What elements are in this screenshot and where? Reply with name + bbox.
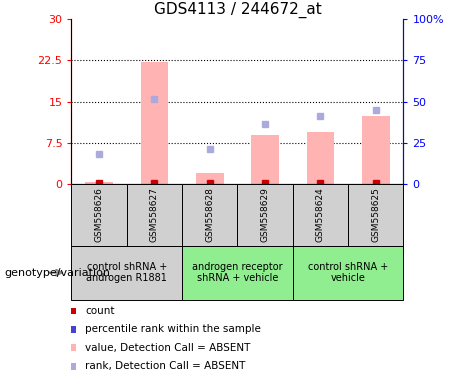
Bar [293,184,348,246]
Bar [71,246,182,300]
Text: GSM558627: GSM558627 [150,188,159,242]
Bar [141,62,168,184]
Bar [293,246,403,300]
Bar [182,246,293,300]
Text: count: count [85,306,115,316]
Title: GDS4113 / 244672_at: GDS4113 / 244672_at [154,2,321,18]
Text: GSM558624: GSM558624 [316,188,325,242]
Text: GSM558629: GSM558629 [260,188,270,242]
Text: value, Detection Call = ABSENT: value, Detection Call = ABSENT [85,343,251,353]
Bar [251,135,279,184]
Text: control shRNA +
androgen R1881: control shRNA + androgen R1881 [86,262,167,283]
Bar [196,173,224,184]
Text: GSM558626: GSM558626 [95,188,104,242]
Bar [362,116,390,184]
Text: genotype/variation: genotype/variation [5,268,111,278]
Bar [85,182,113,184]
Text: androgen receptor
shRNA + vehicle: androgen receptor shRNA + vehicle [192,262,283,283]
Text: GSM558625: GSM558625 [371,188,380,242]
Text: control shRNA +
vehicle: control shRNA + vehicle [308,262,388,283]
Bar [237,184,293,246]
Bar [71,184,127,246]
Bar [182,184,237,246]
Text: rank, Detection Call = ABSENT: rank, Detection Call = ABSENT [85,361,246,371]
Text: GSM558628: GSM558628 [205,188,214,242]
Text: percentile rank within the sample: percentile rank within the sample [85,324,261,334]
Bar [348,184,403,246]
Bar [307,132,334,184]
Bar [127,184,182,246]
